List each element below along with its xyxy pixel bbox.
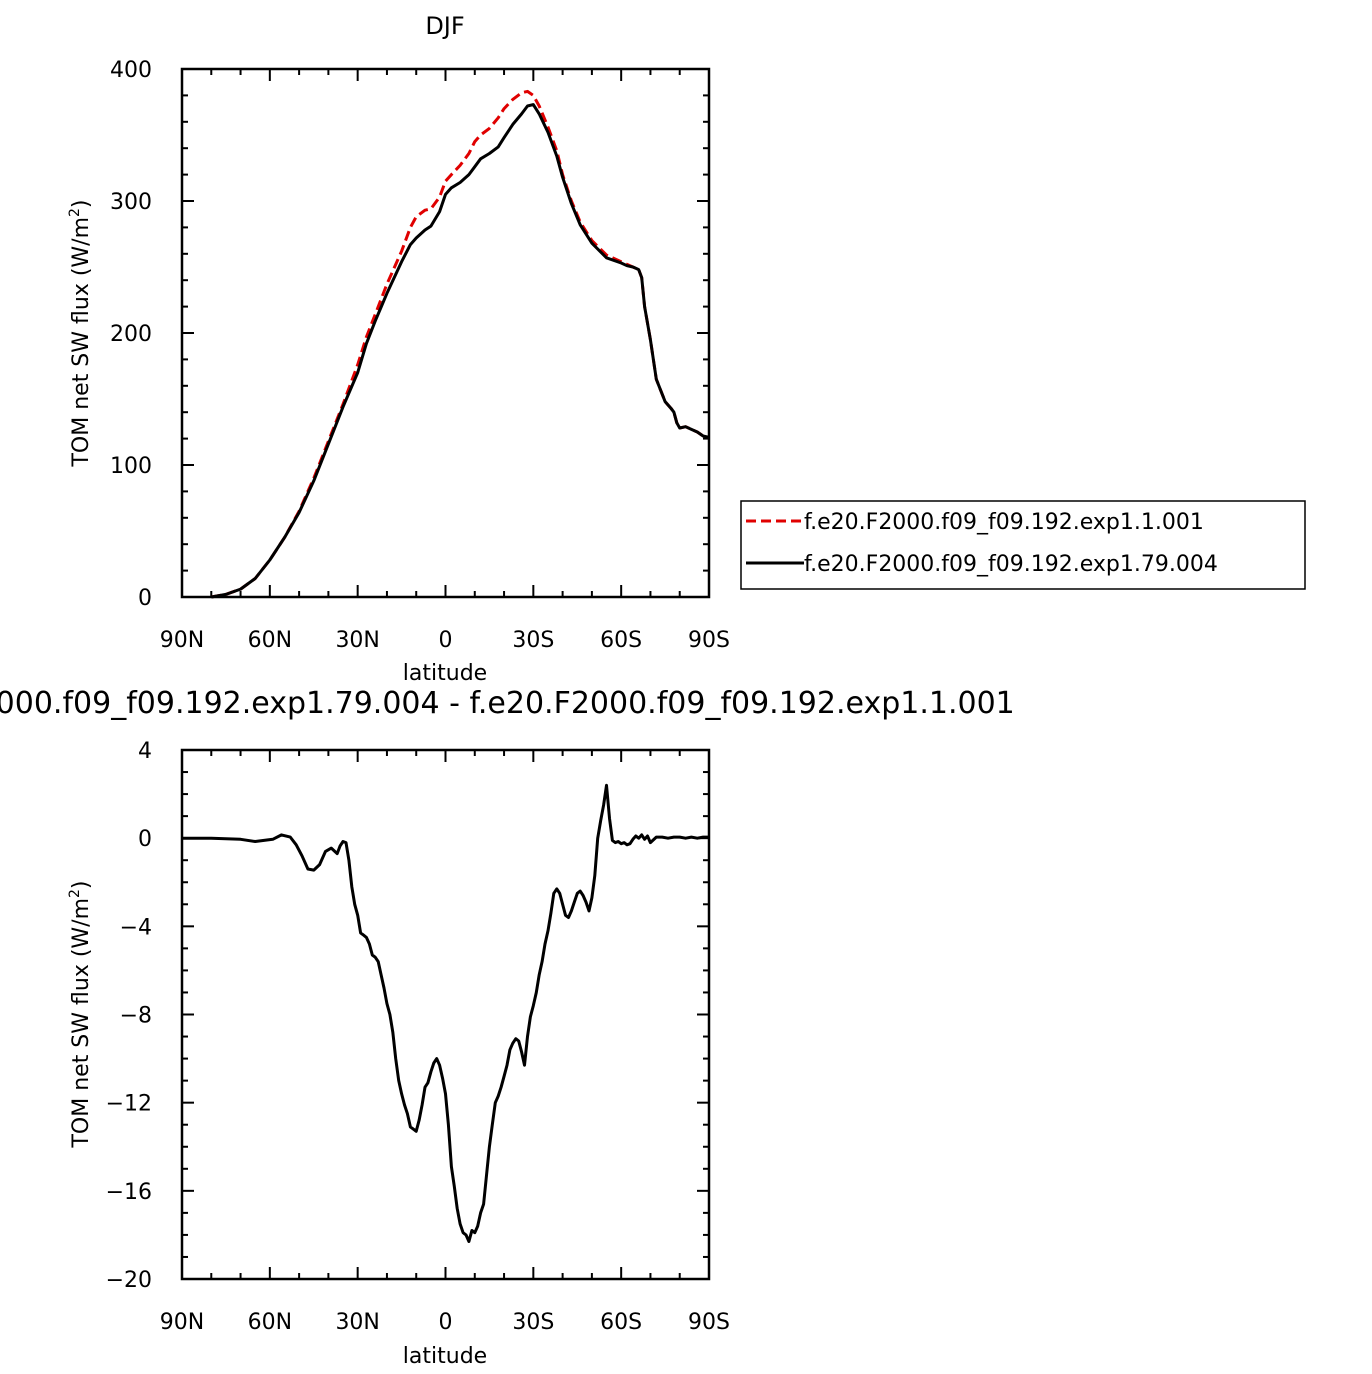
bottom-x-axis-label: latitude — [403, 1344, 487, 1369]
top-x-tick-label: 30N — [335, 628, 379, 653]
top-plot-area: 90N 60N 30N 0 30S 60S 90S 0 100 200 300 400 — [110, 58, 730, 653]
bottom-x-tick-label: 90S — [688, 1310, 730, 1335]
bottom-x-tick-label: 30N — [335, 1310, 379, 1335]
bottom-y-tick-label: −16 — [106, 1180, 152, 1205]
bottom-panel: f.e20.F2000.f09_f09.192.exp1.79.004 - f.… — [0, 686, 1015, 1369]
bottom-y-axis-label-sup: 2 — [67, 889, 83, 898]
top-panel: DJF 90N 60N 30N 0 30S 60S 90S 0 100 200 300 400 lat… — [67, 12, 1306, 686]
top-x-axis-label: latitude — [403, 661, 487, 686]
top-x-tick-label: 30S — [512, 628, 554, 653]
top-series-line-1 — [211, 89, 710, 599]
bottom-y-tick-label: −12 — [106, 1092, 152, 1117]
bottom-y-tick-label: −4 — [120, 915, 152, 940]
bottom-y-axis-label-close: ) — [69, 880, 94, 889]
legend-label-series-2: f.e20.F2000.f09_f09.192.exp1.79.004 — [804, 552, 1218, 577]
top-x-tick-label: 60N — [248, 628, 292, 653]
bottom-x-tick-label: 30S — [512, 1310, 554, 1335]
top-series-line-2 — [211, 103, 710, 599]
top-y-axis-label-close: ) — [69, 199, 94, 208]
top-y-axis-label-main: TOM net SW flux (W/m — [69, 217, 94, 468]
top-chart-title: DJF — [425, 12, 464, 40]
bottom-y-tick-label: −20 — [106, 1268, 152, 1293]
bottom-x-tick-label: 60S — [600, 1310, 642, 1335]
top-x-tick-label: 90S — [688, 628, 730, 653]
bottom-plot-area: 90N 60N 30N 0 30S 60S 90S −20 −16 −12 −8 −4 0 4 — [106, 739, 730, 1335]
top-y-tick-label: 400 — [110, 58, 152, 83]
top-y-axis-label-sup: 2 — [67, 208, 83, 217]
top-y-tick-label: 100 — [110, 454, 152, 479]
top-y-axis-label: TOM net SW flux (W/m2) — [67, 199, 94, 467]
bottom-y-axis-label-main: TOM net SW flux (W/m — [69, 898, 94, 1149]
bottom-x-tick-label: 90N — [160, 1310, 204, 1335]
bottom-chart-title: f.e20.F2000.f09_f09.192.exp1.79.004 - f.… — [0, 686, 1015, 721]
bottom-y-axis-label: TOM net SW flux (W/m2) — [67, 880, 94, 1148]
top-plot-frame — [180, 67, 711, 599]
top-x-tick-label: 0 — [439, 628, 453, 653]
legend-frame — [740, 500, 1306, 590]
top-y-tick-label: 0 — [138, 586, 152, 611]
legend-label-series-1: f.e20.F2000.f09_f09.192.exp1.1.001 — [804, 510, 1204, 535]
top-x-tick-label: 60S — [600, 628, 642, 653]
top-y-tick-label: 300 — [110, 190, 152, 215]
top-y-tick-label: 200 — [110, 322, 152, 347]
bottom-y-tick-label: −8 — [120, 1004, 152, 1029]
bottom-plot-frame — [180, 748, 711, 1281]
bottom-x-tick-label: 60N — [248, 1310, 292, 1335]
legend: f.e20.F2000.f09_f09.192.exp1.1.001 f.e20… — [740, 500, 1306, 590]
bottom-y-tick-label: 4 — [138, 739, 152, 764]
bottom-y-tick-label: 0 — [138, 827, 152, 852]
bottom-series-line-1 — [182, 783, 709, 1243]
top-x-tick-label: 90N — [160, 628, 204, 653]
bottom-x-tick-label: 0 — [439, 1310, 453, 1335]
